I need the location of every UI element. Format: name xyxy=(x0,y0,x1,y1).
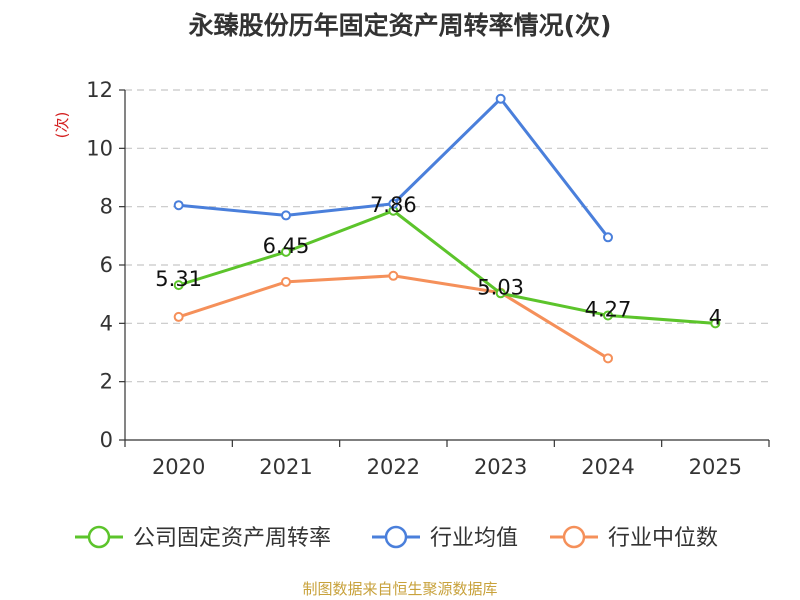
legend-marker xyxy=(562,525,586,549)
legend-item: 公司固定资产周转率 xyxy=(75,525,331,551)
data-point xyxy=(388,198,399,209)
series-2 xyxy=(173,270,613,364)
series-layer xyxy=(173,93,721,364)
grid-lines xyxy=(125,89,769,383)
data-label: 4.27 xyxy=(585,297,632,321)
data-point xyxy=(495,288,506,299)
y-tick-label: 10 xyxy=(86,136,113,160)
legend-label: 行业中位数 xyxy=(608,526,718,551)
y-tick-label: 0 xyxy=(100,428,113,452)
series-1 xyxy=(173,93,613,243)
y-axis-label: (次) xyxy=(53,112,71,139)
x-tick-label: 2023 xyxy=(474,455,527,479)
data-point xyxy=(281,246,291,257)
x-tick-label: 2020 xyxy=(152,455,205,479)
data-point xyxy=(173,311,184,322)
legend-item: 行业均值 xyxy=(372,525,518,551)
data-labels: 5.31 6.45 7.86 5.03 4.27 4 xyxy=(155,193,722,330)
y-tick-label: 4 xyxy=(100,311,113,335)
y-tick-label: 12 xyxy=(86,78,113,102)
data-point xyxy=(495,93,506,104)
series-0 xyxy=(173,205,721,329)
data-label: 5.31 xyxy=(155,267,202,291)
data-label: 5.03 xyxy=(477,275,524,299)
x-tick-label: 2022 xyxy=(367,455,420,479)
legend-item: 行业中位数 xyxy=(550,525,718,551)
y-tick-label: 6 xyxy=(100,253,113,277)
chart-title: 永臻股份历年固定资产周转率情况(次) xyxy=(188,11,612,40)
data-point xyxy=(603,310,613,321)
y-tick-label: 2 xyxy=(100,370,113,394)
data-point xyxy=(603,353,613,364)
y-tick-label: 8 xyxy=(100,195,113,219)
legend-marker xyxy=(384,525,408,549)
series-line xyxy=(178,274,609,360)
data-label: 6.45 xyxy=(263,234,310,258)
data-point xyxy=(281,276,291,287)
axes: 0 2 4 6 8 10 12 2020 2021 2022 2023 2024 2025 xyxy=(86,78,770,479)
legend: 公司固定资产周转率 行业均值 行业中位数 xyxy=(75,525,718,551)
data-point xyxy=(173,280,184,291)
data-label: 4 xyxy=(709,305,722,329)
x-tick-label: 2024 xyxy=(581,455,634,479)
series-line xyxy=(178,209,716,325)
x-tick-label: 2025 xyxy=(689,455,742,479)
x-tick-label: 2021 xyxy=(259,455,312,479)
data-point xyxy=(710,318,721,329)
data-point xyxy=(388,270,399,281)
data-label: 7.86 xyxy=(370,193,417,217)
source-note: 制图数据来自恒生聚源数据库 xyxy=(302,580,498,598)
data-point xyxy=(173,200,184,211)
data-point xyxy=(281,210,291,221)
legend-label: 公司固定资产周转率 xyxy=(133,526,331,551)
data-point xyxy=(603,232,613,243)
legend-label: 行业均值 xyxy=(430,526,518,551)
legend-marker xyxy=(87,525,111,549)
